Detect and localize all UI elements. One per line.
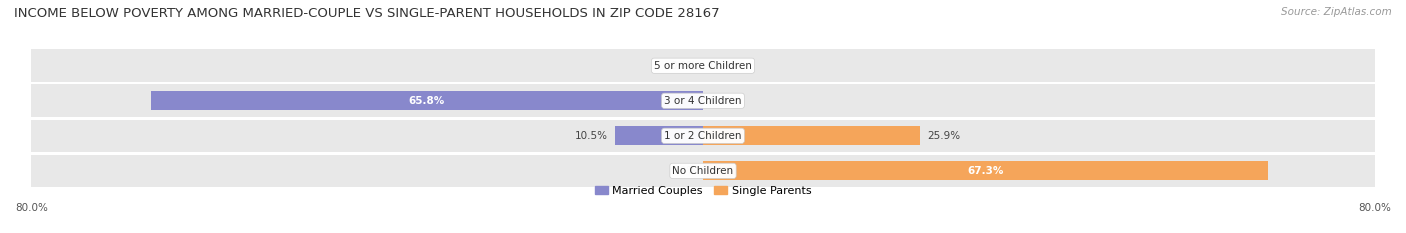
Bar [614, 126, 703, 145]
Legend: Married Couples, Single Parents: Married Couples, Single Parents [591, 181, 815, 200]
Bar [31, 154, 1375, 187]
Text: 3 or 4 Children: 3 or 4 Children [664, 96, 742, 106]
Text: INCOME BELOW POVERTY AMONG MARRIED-COUPLE VS SINGLE-PARENT HOUSEHOLDS IN ZIP COD: INCOME BELOW POVERTY AMONG MARRIED-COUPL… [14, 7, 720, 20]
Text: 0.0%: 0.0% [671, 166, 696, 176]
Bar [31, 120, 1375, 152]
Text: 10.5%: 10.5% [575, 131, 609, 141]
Text: 65.8%: 65.8% [409, 96, 444, 106]
Text: 25.9%: 25.9% [927, 131, 960, 141]
Text: Source: ZipAtlas.com: Source: ZipAtlas.com [1281, 7, 1392, 17]
Bar [703, 126, 921, 145]
Bar [150, 91, 703, 110]
Text: 67.3%: 67.3% [967, 166, 1004, 176]
Text: 0.0%: 0.0% [710, 61, 735, 71]
Text: 0.0%: 0.0% [710, 96, 735, 106]
Bar [703, 161, 1268, 181]
Bar [31, 49, 1375, 82]
Bar [31, 85, 1375, 117]
Text: 1 or 2 Children: 1 or 2 Children [664, 131, 742, 141]
Text: No Children: No Children [672, 166, 734, 176]
Text: 0.0%: 0.0% [671, 61, 696, 71]
Text: 5 or more Children: 5 or more Children [654, 61, 752, 71]
